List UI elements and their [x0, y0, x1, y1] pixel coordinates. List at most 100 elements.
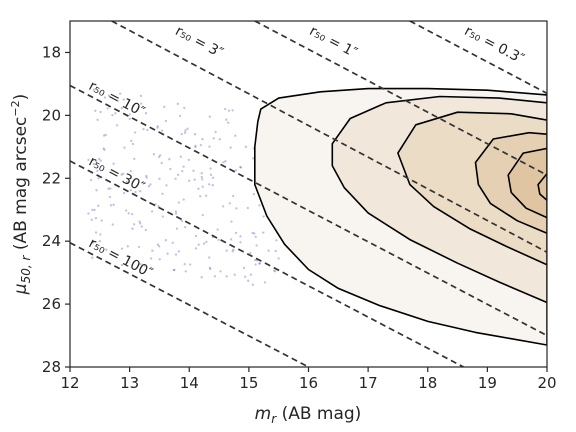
scatter-point [156, 126, 159, 129]
y-axis-label-close: ) [11, 94, 31, 101]
x-tick-label: 17 [359, 374, 378, 392]
scatter-point [208, 183, 211, 186]
scatter-point [122, 98, 125, 101]
scatter-point [229, 238, 233, 241]
scatter-point [194, 247, 198, 250]
scatter-point [95, 189, 98, 192]
scatter-point [102, 134, 106, 137]
scatter-point [90, 218, 93, 221]
scatter-point [182, 165, 185, 168]
scatter-point [224, 107, 227, 111]
scatter-point [224, 160, 227, 163]
scatter-point [92, 162, 96, 166]
scatter-point [219, 270, 222, 273]
scatter-point [174, 177, 177, 180]
scatter-point [163, 105, 166, 108]
scatter-point [169, 167, 172, 171]
scatter-point [239, 241, 242, 244]
scatter-point [114, 112, 117, 115]
scatter-point [254, 258, 257, 262]
contour-level-6 [537, 172, 547, 202]
scatter-point [111, 113, 114, 117]
scatter-point [134, 190, 137, 194]
reference-line [254, 21, 547, 176]
scatter-point [225, 118, 228, 121]
reference-line [70, 242, 309, 367]
scatter-point [234, 169, 238, 172]
scatter-point [96, 118, 99, 121]
scatter-point [212, 137, 215, 140]
scatter-point [262, 215, 265, 218]
scatter-point [263, 281, 267, 284]
scatter-point [217, 238, 220, 241]
scatter-point [144, 112, 148, 115]
scatter-point [129, 170, 132, 173]
scatter-point [157, 245, 161, 248]
y-axis-label-sup: −2 [9, 100, 22, 116]
scatter-point [201, 137, 204, 141]
scatter-point [102, 147, 105, 150]
scatter-point [103, 148, 106, 151]
scatter-point [120, 263, 124, 267]
scatter-point [233, 273, 236, 276]
scatter-point [112, 162, 115, 165]
scatter-point [194, 234, 198, 238]
scatter-point [172, 268, 176, 272]
scatter-point [128, 117, 131, 121]
scatter-point [254, 235, 257, 239]
scatter-point [147, 184, 151, 188]
scatter-point [274, 270, 277, 273]
scatter-point [183, 106, 186, 110]
scatter-point [251, 231, 254, 235]
scatter-point [168, 158, 171, 161]
scatter-point [99, 159, 102, 162]
scatter-point [201, 185, 204, 188]
scatter-point [98, 157, 101, 161]
x-axis-label-sub: r [271, 412, 277, 426]
scatter-point [199, 143, 203, 147]
reference-line [409, 21, 547, 95]
scatter-point [164, 239, 167, 242]
scatter-point [107, 94, 111, 97]
scatter-point [177, 173, 180, 176]
scatter-point [152, 153, 156, 156]
scatter-point [166, 252, 169, 255]
scatter-point [99, 110, 102, 114]
y-tick-label: 22 [42, 169, 61, 187]
scatter-point [100, 219, 103, 222]
reference-line [111, 21, 547, 253]
scatter-point [216, 228, 219, 231]
scatter-point [103, 96, 107, 99]
scatter-point [149, 257, 153, 260]
scatter-point [125, 180, 128, 184]
scatter-point [159, 154, 162, 157]
scatter-point [208, 115, 211, 118]
scatter-point [200, 276, 203, 279]
scatter-point [137, 245, 141, 249]
scatter-point [116, 99, 119, 102]
scatter-point [145, 174, 148, 178]
scatter-point [187, 158, 190, 162]
scatter-point [127, 255, 130, 258]
scatter-point [254, 263, 257, 266]
scatter-point [211, 176, 215, 179]
x-tick-label: 16 [299, 374, 318, 392]
scatter-point [120, 173, 123, 176]
scatter-point [106, 107, 109, 110]
scatter-point [227, 121, 230, 124]
scatter-point [124, 209, 128, 212]
y-axis-ticks: 18 20 22 24 26 28 [42, 43, 70, 376]
scatter-point [87, 212, 90, 215]
density-contours [254, 87, 547, 346]
y-tick-label: 24 [42, 232, 61, 250]
scatter-point [174, 253, 178, 256]
scatter-point [140, 225, 143, 228]
scatter-point [229, 146, 232, 149]
scatter-point [104, 133, 107, 137]
scatter-point [242, 266, 246, 270]
scatter-point [184, 129, 187, 132]
scatter-point [258, 262, 262, 265]
scatter-point [123, 146, 126, 149]
scatter-point [231, 250, 234, 253]
scatter-point [121, 172, 125, 175]
